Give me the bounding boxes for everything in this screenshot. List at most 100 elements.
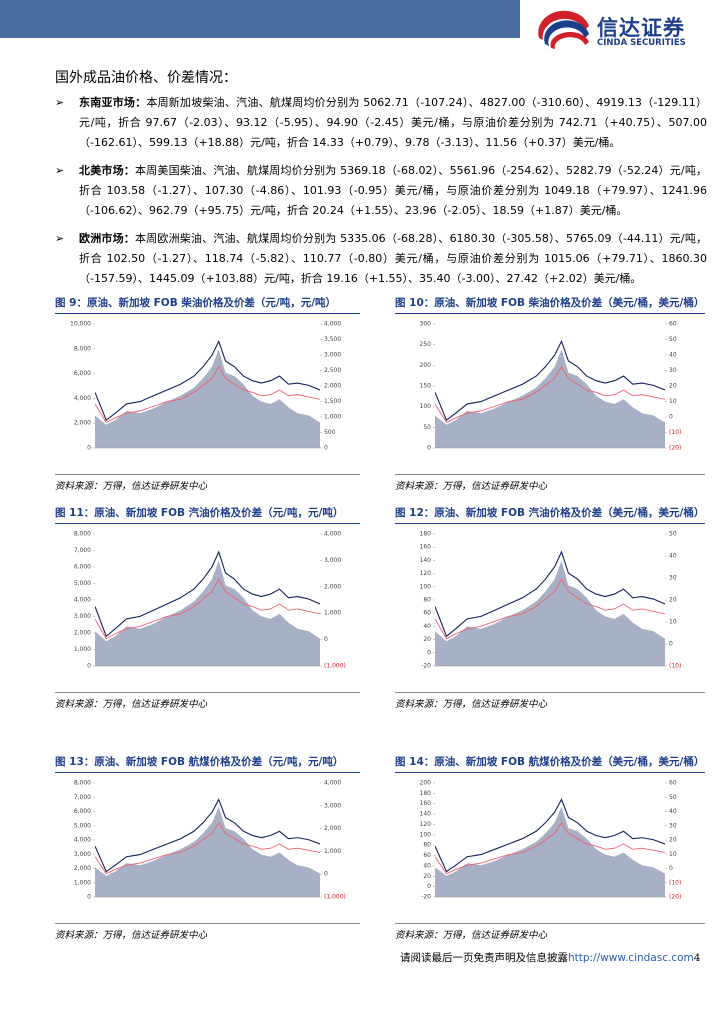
left-tick-label: 6,000 <box>74 370 91 377</box>
left-tick-label: 60 <box>423 852 431 859</box>
left-tick-label: 140 <box>420 811 432 818</box>
right-tick-label: (1,000) <box>324 663 346 670</box>
figure: 图 11：原油、新加坡 FOB 汽油价格及价差（元/吨，元/吨） 0 1,000 2,… <box>55 503 360 710</box>
bullet-body: 东南亚市场：本周新加坡柴油、汽油、航煤周均价分别为 5062.71（-107.2… <box>79 93 707 153</box>
right-tick-label: 40 <box>669 352 677 359</box>
right-tick-label: 4,000 <box>324 531 341 538</box>
figure-title: 图 9：原油、新加坡 FOB 柴油价格及价差（元/吨，元/吨） <box>55 293 360 314</box>
figure-title: 图 13：原油、新加坡 FOB 航煤价格及价差（元/吨，元/吨） <box>55 752 360 773</box>
figure-source: 资料来源：万得，信达证券研发中心 <box>55 474 360 492</box>
left-tick-label: -20 <box>421 894 431 901</box>
chart-illustration <box>435 550 665 666</box>
left-tick-label: 20 <box>423 636 431 643</box>
bullet: ➢ 东南亚市场：本周新加坡柴油、汽油、航煤周均价分别为 5062.71（-107.… <box>55 93 707 153</box>
left-tick-label: 8,000 <box>74 780 91 787</box>
left-tick-label: 5,000 <box>74 580 91 587</box>
right-tick-label: 2,000 <box>324 825 341 832</box>
right-tick-label: 20 <box>669 837 677 844</box>
right-tick-label: 0 <box>324 636 328 643</box>
right-tick-label: 10 <box>669 398 677 405</box>
left-tick-label: 200 <box>420 362 432 369</box>
figure-source: 资料来源：万得，信达证券研发中心 <box>55 692 360 710</box>
figure-source: 资料来源：万得，信达证券研发中心 <box>395 923 705 941</box>
left-tick-label: 160 <box>420 800 432 807</box>
left-tick-label: 250 <box>420 341 432 348</box>
right-tick-label: 30 <box>669 575 677 582</box>
right-tick-label: 1,000 <box>324 848 341 855</box>
right-tick-label: 1,000 <box>324 414 341 421</box>
chart: 0 2,000 4,000 6,000 8,000 10,000 0 500 1,000 1,50… <box>70 321 341 452</box>
left-tick-label: 0 <box>87 894 91 901</box>
left-tick-label: 180 <box>420 531 432 538</box>
figure: 图 10：原油、新加坡 FOB 柴油价格及价差（美元/桶，美元/桶） 0 50 100… <box>395 293 705 492</box>
chart-illustration <box>95 340 320 448</box>
right-tick-label: 50 <box>669 531 677 538</box>
left-tick-label: 120 <box>420 570 432 577</box>
left-tick-label: 0 <box>427 883 431 890</box>
bullet: ➢ 北美市场：本周美国柴油、汽油、航煤周均价分别为 5369.18（-68.02）… <box>55 161 707 221</box>
footer-link[interactable]: http://www.cindasc.com <box>568 952 694 964</box>
left-tick-label: 6,000 <box>74 564 91 571</box>
right-tick-label: 2,000 <box>324 383 341 390</box>
figure-source: 资料来源：万得，信达证券研发中心 <box>395 692 705 710</box>
figure-title: 图 12：原油、新加坡 FOB 汽油价格及价差（美元/桶，美元/桶） <box>395 503 705 524</box>
left-tick-label: 80 <box>423 597 431 604</box>
right-tick-label: 3,000 <box>324 352 341 359</box>
right-tick-label: 20 <box>669 383 677 390</box>
right-tick-label: 40 <box>669 808 677 815</box>
bullet-text: 本周美国柴油、汽油、航煤周均价分别为 5369.18（-68.02）、5561.… <box>79 164 708 217</box>
left-tick-label: 20 <box>423 873 431 880</box>
right-tick-label: 2,500 <box>324 367 341 374</box>
right-tick-label: (10) <box>669 879 681 886</box>
left-tick-label: 100 <box>420 403 432 410</box>
chart: 0 1,000 2,000 3,000 4,000 5,000 6,000 7,000 8,00… <box>74 780 346 901</box>
chart: 0 1,000 2,000 3,000 4,000 5,000 6,000 7,000 8,00… <box>74 531 346 670</box>
left-tick-label: 8,000 <box>74 531 91 538</box>
left-tick-label: 40 <box>423 862 431 869</box>
right-tick-label: 10 <box>669 619 677 626</box>
left-tick-label: 60 <box>423 610 431 617</box>
left-tick-label: 50 <box>423 424 431 431</box>
bullet-text: 本周欧洲柴油、汽油、航煤周均价分别为 5335.06（-68.28）、6180.… <box>79 232 708 285</box>
left-tick-label: 0 <box>87 445 91 452</box>
right-tick-label: 4,000 <box>324 321 341 328</box>
right-tick-label: 3,000 <box>324 802 341 809</box>
right-tick-label: 20 <box>669 597 677 604</box>
left-tick-label: 160 <box>420 544 432 551</box>
right-tick-label: (10) <box>669 663 681 670</box>
left-tick-label: 120 <box>420 821 432 828</box>
chart-illustration <box>95 550 320 666</box>
left-tick-label: 0 <box>87 663 91 670</box>
section-title: 国外成品油价格、价差情况： <box>55 70 237 86</box>
left-tick-label: 10,000 <box>70 321 91 328</box>
left-tick-label: 2,000 <box>74 630 91 637</box>
left-tick-label: 40 <box>423 623 431 630</box>
chart-illustration <box>435 798 665 897</box>
right-tick-label: 30 <box>669 367 677 374</box>
left-tick-label: 3,000 <box>74 613 91 620</box>
footer: 请阅读最后一页免责声明及信息披露http://www.cindasc.com4 <box>400 950 700 965</box>
figure-title: 图 10：原油、新加坡 FOB 柴油价格及价差（美元/桶，美元/桶） <box>395 293 705 314</box>
bullet: ➢ 欧洲市场：本周欧洲柴油、汽油、航煤周均价分别为 5335.06（-68.28）… <box>55 229 707 289</box>
left-tick-label: 150 <box>420 383 432 390</box>
left-tick-label: 0 <box>427 649 431 656</box>
right-tick-label: 0 <box>669 641 673 648</box>
right-tick-label: 0 <box>324 445 328 452</box>
left-tick-label: 4,000 <box>74 837 91 844</box>
left-tick-label: 2,000 <box>74 865 91 872</box>
figure: 图 14：原油、新加坡 FOB 航煤价格及价差（美元/桶，美元/桶） -20 0 20… <box>395 752 705 941</box>
logo-mark <box>538 10 589 49</box>
figure: 图 9：原油、新加坡 FOB 柴油价格及价差（元/吨，元/吨） 0 2,000 4,0… <box>55 293 360 492</box>
page-number: 4 <box>693 952 701 964</box>
bullet-marker: ➢ <box>55 232 65 245</box>
right-tick-label: 500 <box>324 429 336 436</box>
figure: 图 12：原油、新加坡 FOB 汽油价格及价差（美元/桶，美元/桶） -20 0 20… <box>395 503 705 710</box>
left-tick-label: 2,000 <box>74 420 91 427</box>
left-tick-label: 100 <box>420 831 432 838</box>
bullet-label: 东南亚市场： <box>79 96 147 109</box>
left-tick-label: 180 <box>420 790 432 797</box>
right-tick-label: (10) <box>669 429 681 436</box>
right-tick-label: 50 <box>669 336 677 343</box>
footer-text: 请阅读最后一页免责声明及信息披露 <box>400 952 568 964</box>
figure: 图 13：原油、新加坡 FOB 航煤价格及价差（元/吨，元/吨） 0 1,000 2,… <box>55 752 360 941</box>
